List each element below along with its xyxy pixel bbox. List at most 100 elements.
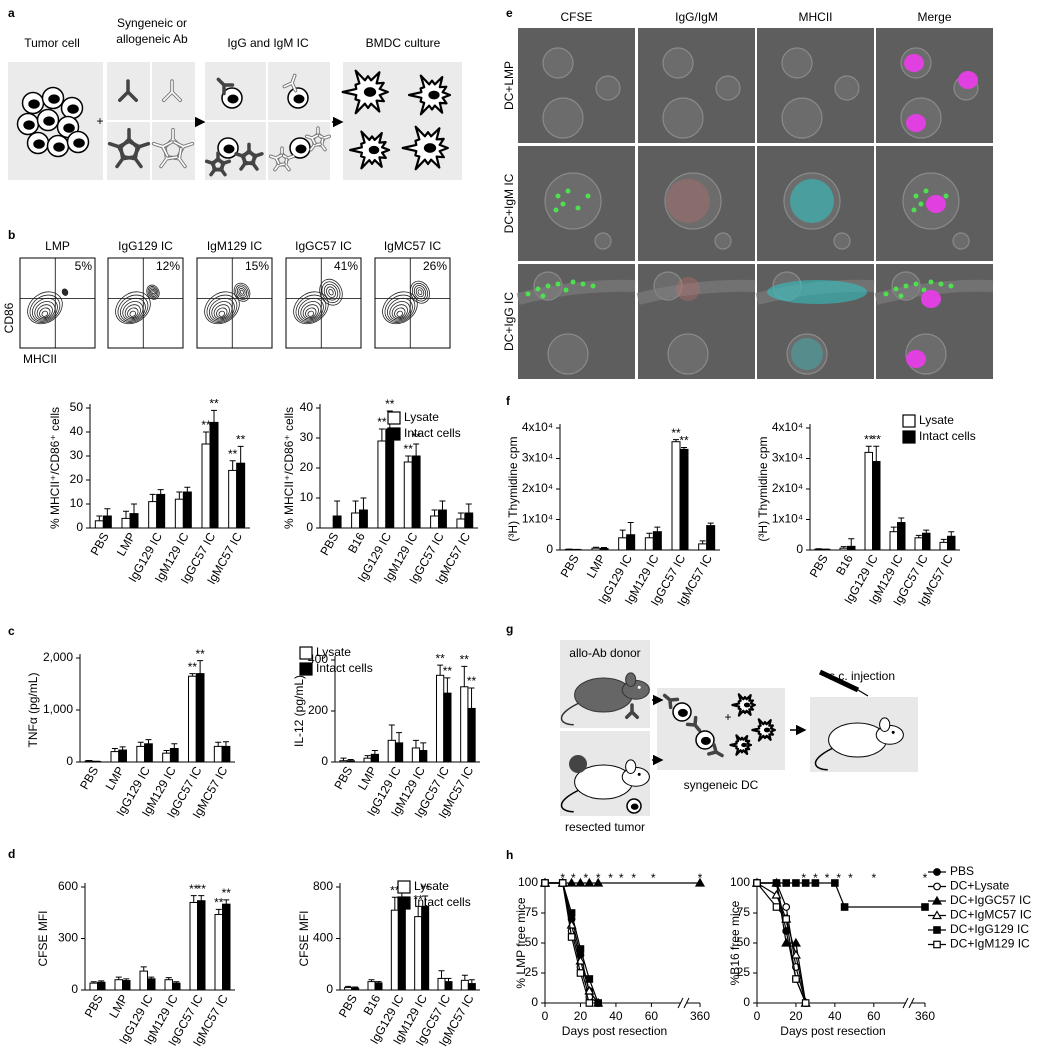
contour bbox=[391, 304, 408, 320]
mouse-eye bbox=[637, 772, 641, 776]
bar bbox=[97, 981, 106, 991]
flow-plot-frame bbox=[374, 257, 451, 349]
legend-swatch bbox=[387, 411, 401, 425]
x-tick-label: B16 bbox=[361, 992, 384, 1018]
bar bbox=[872, 461, 881, 551]
cfse-signal bbox=[921, 287, 927, 293]
cfse-signal bbox=[535, 286, 541, 292]
marker bbox=[575, 955, 586, 965]
error-bar bbox=[371, 750, 378, 755]
bar bbox=[374, 982, 383, 991]
cfse-signal bbox=[540, 293, 546, 299]
mouse-ear bbox=[879, 717, 891, 733]
contour bbox=[328, 288, 334, 296]
y-tick-label: 0 bbox=[76, 520, 83, 534]
plus-sign: + bbox=[724, 710, 731, 724]
y-axis-label: TNFα (pg/mL) bbox=[26, 673, 40, 748]
nucleus bbox=[368, 145, 380, 155]
bar bbox=[110, 751, 120, 763]
significance: * bbox=[871, 871, 876, 885]
nucleus bbox=[23, 120, 35, 130]
error-bar bbox=[437, 664, 444, 676]
error-bar bbox=[149, 493, 156, 502]
x-axis-label: Days post resection bbox=[780, 1024, 885, 1038]
error-bar bbox=[890, 526, 897, 532]
bar bbox=[164, 979, 173, 991]
marker bbox=[584, 985, 595, 995]
dendritic-cell bbox=[731, 693, 757, 717]
y-tick-label: 1x10⁴ bbox=[772, 512, 803, 526]
cfse-signal bbox=[898, 293, 904, 299]
error-bar bbox=[593, 546, 599, 549]
antibody-inner bbox=[305, 134, 319, 145]
bar bbox=[443, 692, 452, 763]
error-bar bbox=[654, 526, 661, 532]
contour bbox=[240, 289, 244, 295]
x-tick-label: 60 bbox=[645, 1009, 659, 1023]
error-bar bbox=[840, 546, 847, 549]
antibody-inner bbox=[283, 74, 297, 92]
error-bar bbox=[190, 895, 197, 903]
error-bar bbox=[415, 905, 422, 917]
bar bbox=[182, 491, 192, 529]
cell-image bbox=[544, 172, 602, 230]
marker bbox=[566, 877, 577, 887]
contour bbox=[295, 294, 327, 323]
y-axis-label: (³H) Thymidine cpm bbox=[756, 436, 770, 541]
marker bbox=[585, 975, 594, 983]
significance: ** bbox=[209, 397, 219, 411]
cfse-signal bbox=[883, 291, 889, 297]
bar bbox=[359, 509, 368, 529]
x-tick-label: 0 bbox=[754, 1009, 761, 1023]
cell-image bbox=[662, 47, 694, 79]
error-bar bbox=[412, 739, 419, 748]
contour bbox=[117, 294, 149, 323]
cell-image bbox=[542, 47, 574, 79]
bar bbox=[460, 686, 469, 763]
y-axis-label: % LMP free mice bbox=[514, 897, 528, 988]
flow-axis-label: MHCII bbox=[23, 352, 57, 366]
significance: * bbox=[825, 871, 830, 885]
axis bbox=[79, 654, 235, 763]
error-bar bbox=[131, 503, 137, 514]
column-header: IgG/IgM bbox=[675, 10, 718, 24]
flow-title: IgGC57 IC bbox=[295, 239, 352, 253]
significance: * bbox=[560, 871, 565, 885]
cell-image bbox=[662, 97, 704, 139]
marker bbox=[933, 940, 941, 949]
nucleus bbox=[33, 139, 45, 149]
syringe-needle bbox=[857, 689, 869, 697]
contour bbox=[39, 307, 51, 319]
significance: ** bbox=[872, 432, 882, 446]
row-header: DC+IgM IC bbox=[502, 173, 516, 233]
error-bar bbox=[388, 724, 395, 741]
contour bbox=[384, 294, 416, 323]
error-bar bbox=[438, 970, 445, 979]
significance: * bbox=[801, 871, 806, 885]
cfse-signal bbox=[565, 188, 571, 194]
contour bbox=[415, 287, 425, 298]
significance: ** bbox=[201, 418, 211, 432]
x-tick-label: 40 bbox=[609, 1009, 623, 1023]
cell-image bbox=[715, 75, 741, 101]
nucleus-signal bbox=[906, 350, 926, 368]
marker bbox=[921, 903, 929, 911]
bar bbox=[414, 916, 423, 991]
legend-label: Intact cells bbox=[404, 426, 461, 440]
cfse-signal bbox=[585, 193, 591, 199]
error-bar bbox=[157, 489, 164, 495]
x-tick-label: PBS bbox=[77, 764, 101, 792]
x-tick-label: PBS bbox=[88, 530, 112, 558]
error-bar bbox=[619, 529, 626, 538]
error-bar bbox=[391, 896, 398, 911]
bar bbox=[89, 982, 98, 991]
contour bbox=[216, 307, 228, 319]
significance: ** bbox=[435, 651, 445, 665]
marker bbox=[790, 937, 801, 947]
axis-break bbox=[677, 997, 690, 1009]
panel-label: e bbox=[506, 6, 513, 20]
y-tick-label: 4x10⁴ bbox=[772, 420, 803, 434]
significance: ** bbox=[671, 426, 681, 440]
cfse-signal bbox=[913, 281, 919, 287]
cell-image bbox=[547, 333, 589, 375]
